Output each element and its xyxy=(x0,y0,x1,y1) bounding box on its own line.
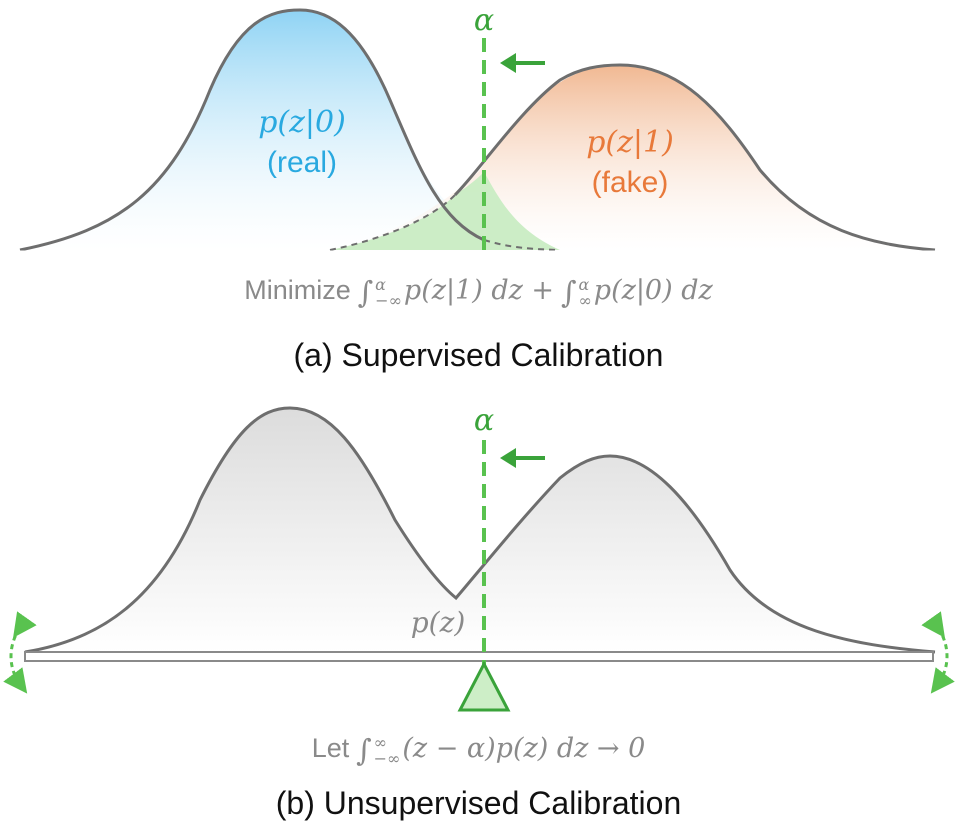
density-label: p(z) xyxy=(411,606,466,639)
integral-sign-3: ∫ xyxy=(355,733,372,769)
integral-sign-2: ∫ xyxy=(560,275,577,311)
real-distribution-fill xyxy=(20,10,520,250)
objective-word: Minimize xyxy=(244,275,351,305)
integral-lower-2: ∞ xyxy=(578,290,592,310)
balance-condition-formula: Let ∫ ∞ −∞ (z − α)p(z) dz → 0 xyxy=(0,733,957,768)
overlap-error-region xyxy=(330,172,560,250)
condition-word: Let xyxy=(311,733,350,763)
fake-distribution-curve xyxy=(453,63,936,252)
balance-beam xyxy=(24,651,934,662)
caption-supervised: (a) Supervised Calibration xyxy=(293,337,664,373)
objective-term-1: p(z|1) dz + xyxy=(403,275,555,306)
move-left-arrow-b xyxy=(500,448,545,468)
integral-upper-2: α xyxy=(578,274,590,294)
fake-formula: p(z|1) xyxy=(586,125,674,160)
real-distribution-tail xyxy=(483,239,561,251)
tilt-arrow-right-icon xyxy=(921,611,955,694)
fulcrum-triangle xyxy=(457,660,511,712)
real-distribution-curve xyxy=(19,8,485,252)
condition-expression: (z − α)p(z) dz → 0 xyxy=(402,733,646,764)
objective-term-2: p(z|0) dz xyxy=(593,275,713,306)
mixture-distribution-curve xyxy=(24,406,936,654)
integral-upper-3: ∞ xyxy=(373,732,387,752)
integral-limits-2: α ∞ xyxy=(578,274,592,310)
objective-formula: Minimize ∫ α −∞ p(z|1) dz + ∫ α ∞ p(z|0) dz xyxy=(0,275,957,310)
caption-unsupervised: (b) Unsupervised Calibration xyxy=(275,785,682,821)
threshold-alpha-label-a: α xyxy=(474,3,494,38)
move-left-arrow-a xyxy=(500,53,545,73)
integral-limits-3: ∞ −∞ xyxy=(373,732,401,768)
real-label: (real) xyxy=(267,146,337,179)
fake-distribution-tail xyxy=(329,194,456,251)
mixture-distribution-fill xyxy=(25,408,935,652)
integral-lower-1: −∞ xyxy=(375,290,402,310)
integral-lower-3: −∞ xyxy=(373,748,401,768)
integral-limits-1: α −∞ xyxy=(375,274,402,310)
fake-label: (fake) xyxy=(592,166,669,199)
tilt-arrow-left-icon xyxy=(3,611,37,694)
real-formula: p(z|0) xyxy=(258,105,346,140)
integral-upper-1: α xyxy=(375,274,386,294)
threshold-alpha-label-b: α xyxy=(474,403,494,438)
integral-sign-1: ∫ xyxy=(357,275,374,311)
